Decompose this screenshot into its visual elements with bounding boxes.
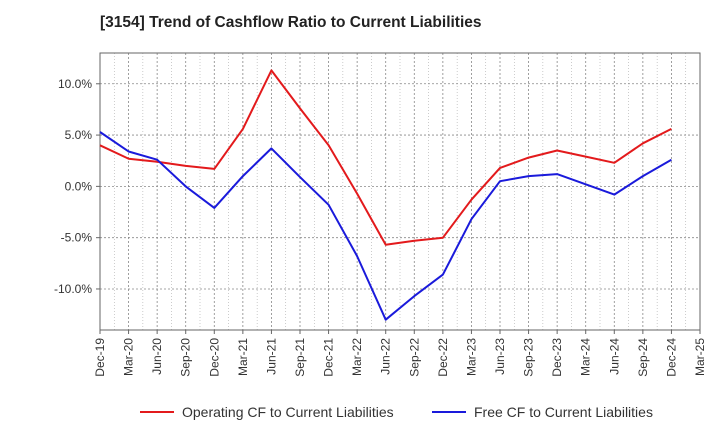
x-tick-label: Jun-20 [150, 338, 164, 375]
plot-frame [99, 52, 701, 331]
x-tick-label: Dec-22 [436, 338, 450, 377]
y-tick-label: -10.0% [54, 282, 92, 296]
y-tick-label: 5.0% [65, 128, 93, 142]
x-tick-label: Jun-21 [264, 338, 278, 375]
x-tick-label: Mar-21 [236, 338, 250, 376]
series-layer [99, 69, 672, 321]
x-tick-label: Jun-23 [493, 338, 507, 375]
x-axis: Dec-19 Mar-20 Jun-20 Sep-20 Dec-20 Mar-21 Jun-… [93, 330, 707, 377]
legend-item-free-cf: Free CF to Current Liabilities [432, 404, 653, 420]
x-tick-label: Sep-20 [179, 338, 193, 377]
x-tick-label: Sep-23 [522, 338, 536, 377]
legend-item-operating-cf: Operating CF to Current Liabilities [140, 404, 394, 420]
series-line-operating-cf [99, 69, 672, 246]
x-tick-label: Mar-20 [122, 338, 136, 376]
legend-label-free-cf: Free CF to Current Liabilities [474, 404, 653, 420]
y-tick-label: 10.0% [58, 77, 92, 91]
y-tick-label: 0.0% [65, 179, 93, 193]
chart-title: [3154] Trend of Cashflow Ratio to Curren… [100, 14, 482, 31]
x-tick-label: Dec-19 [93, 338, 107, 377]
x-tick-label: Jun-24 [607, 338, 621, 375]
x-tick-label: Sep-22 [407, 338, 421, 377]
x-tick-label: Dec-20 [207, 338, 221, 377]
x-tick-label: Dec-24 [664, 338, 678, 377]
y-axis: 10.0% 5.0% 0.0% -5.0% -10.0% [54, 77, 100, 296]
grid [99, 53, 701, 330]
legend-label-operating-cf: Operating CF to Current Liabilities [182, 404, 394, 420]
legend-swatch-operating-cf [140, 411, 174, 413]
legend-swatch-free-cf [432, 411, 466, 413]
x-tick-label: Mar-25 [693, 338, 707, 376]
y-tick-label: -5.0% [61, 231, 93, 245]
legend: Operating CF to Current Liabilities Free… [0, 404, 720, 426]
line-chart: 10.0% 5.0% 0.0% -5.0% -10.0% Dec-19 Mar-20 Jun… [54, 52, 707, 377]
series-line-free-cf [99, 131, 672, 321]
x-tick-label: Dec-23 [550, 338, 564, 377]
x-tick-label: Sep-21 [293, 338, 307, 377]
x-tick-label: Dec-21 [322, 338, 336, 377]
x-tick-label: Jun-22 [379, 338, 393, 375]
x-tick-label: Mar-22 [350, 338, 364, 376]
x-tick-label: Sep-24 [636, 338, 650, 377]
x-tick-label: Mar-24 [579, 338, 593, 376]
x-tick-label: Mar-23 [464, 338, 478, 376]
